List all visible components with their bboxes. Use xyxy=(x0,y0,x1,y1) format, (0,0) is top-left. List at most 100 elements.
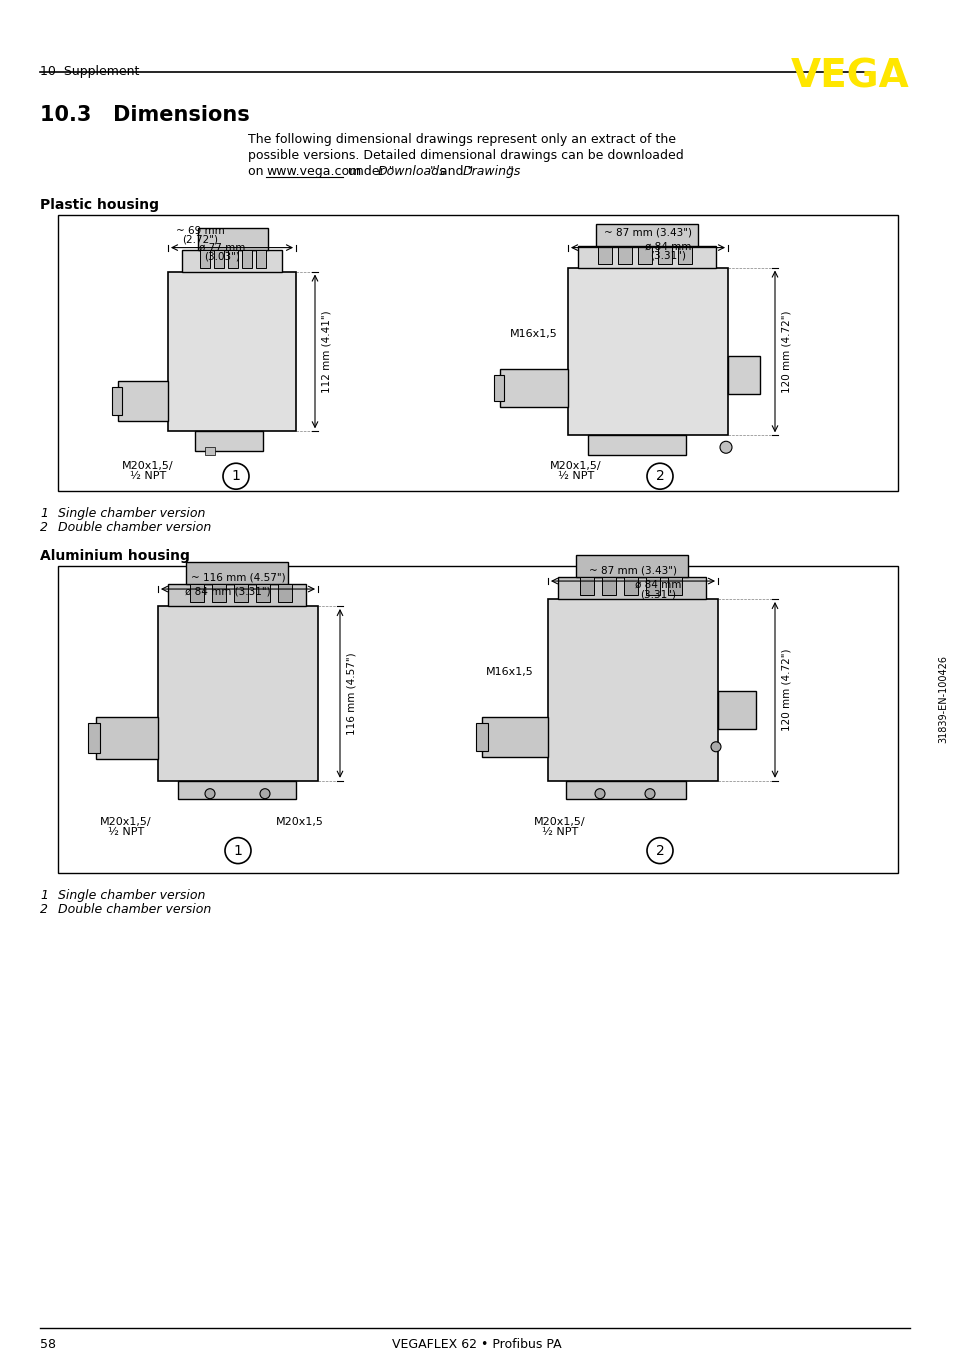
Bar xyxy=(213,249,224,268)
Bar xyxy=(567,268,727,435)
Text: ½ NPT: ½ NPT xyxy=(541,827,578,837)
Bar xyxy=(658,245,671,264)
Bar xyxy=(194,432,263,451)
Circle shape xyxy=(225,838,251,864)
Text: ø 84 mm: ø 84 mm xyxy=(644,241,691,252)
Text: M16x1,5: M16x1,5 xyxy=(510,329,558,340)
Text: ~ 87 mm (3.43"): ~ 87 mm (3.43") xyxy=(588,565,677,575)
Bar xyxy=(667,577,681,594)
Bar xyxy=(718,691,755,728)
Text: 2: 2 xyxy=(655,470,663,483)
Text: Plastic housing: Plastic housing xyxy=(40,198,159,211)
Bar xyxy=(242,249,252,268)
Bar xyxy=(598,245,612,264)
Bar xyxy=(587,435,685,455)
Text: Single chamber version: Single chamber version xyxy=(58,508,205,520)
Bar xyxy=(58,215,897,492)
Bar xyxy=(88,723,100,753)
Bar xyxy=(596,223,698,245)
Text: Aluminium housing: Aluminium housing xyxy=(40,550,190,563)
Text: Double chamber version: Double chamber version xyxy=(58,521,211,533)
Text: 58: 58 xyxy=(40,1338,56,1351)
Bar xyxy=(228,249,237,268)
Text: (3.31"): (3.31") xyxy=(639,589,676,598)
Text: ø 84 mm: ø 84 mm xyxy=(634,580,680,590)
Text: M16x1,5: M16x1,5 xyxy=(486,668,534,677)
Text: possible versions. Detailed dimensional drawings can be downloaded: possible versions. Detailed dimensional … xyxy=(248,149,683,161)
Text: ø 84 mm (3.31"): ø 84 mm (3.31") xyxy=(185,586,271,596)
Bar xyxy=(623,577,638,594)
Text: 1: 1 xyxy=(233,844,242,857)
Bar xyxy=(476,723,488,750)
Bar xyxy=(168,272,295,432)
Bar xyxy=(499,370,567,408)
Bar xyxy=(112,387,122,416)
Text: (3.31"): (3.31") xyxy=(649,250,685,260)
Bar xyxy=(576,555,687,577)
Text: 1: 1 xyxy=(40,508,48,520)
Circle shape xyxy=(710,742,720,751)
Text: ½ NPT: ½ NPT xyxy=(130,471,166,481)
Bar xyxy=(96,716,158,758)
Text: 120 mm (4.72"): 120 mm (4.72") xyxy=(781,310,791,393)
Text: The following dimensional drawings represent only an extract of the: The following dimensional drawings repre… xyxy=(248,133,676,146)
Text: (3.03"): (3.03") xyxy=(204,252,240,261)
Bar xyxy=(212,584,226,603)
Text: 116 mm (4.57"): 116 mm (4.57") xyxy=(347,653,356,735)
Bar xyxy=(182,249,282,272)
Bar xyxy=(205,447,214,455)
Circle shape xyxy=(720,441,731,454)
Text: M20x1,5/: M20x1,5/ xyxy=(534,816,585,827)
Bar xyxy=(727,356,760,394)
Text: ½ NPT: ½ NPT xyxy=(108,827,144,837)
Bar xyxy=(618,245,631,264)
Bar xyxy=(579,577,594,594)
Text: M20x1,5/: M20x1,5/ xyxy=(122,462,173,471)
Text: VEGAFLEX 62 • Profibus PA: VEGAFLEX 62 • Profibus PA xyxy=(392,1338,561,1351)
Text: 112 mm (4.41"): 112 mm (4.41") xyxy=(322,310,332,393)
Bar xyxy=(255,249,266,268)
Text: ~ 69 mm: ~ 69 mm xyxy=(175,226,224,236)
Bar xyxy=(481,716,547,757)
Circle shape xyxy=(644,788,655,799)
Circle shape xyxy=(646,838,672,864)
Circle shape xyxy=(595,788,604,799)
Bar xyxy=(565,781,685,799)
Bar xyxy=(158,607,317,781)
Bar xyxy=(494,375,503,401)
Bar xyxy=(578,245,716,268)
Circle shape xyxy=(205,788,214,799)
Bar xyxy=(277,584,292,603)
Text: (2.72"): (2.72") xyxy=(182,234,218,245)
Bar xyxy=(178,781,295,799)
Text: 1: 1 xyxy=(40,888,48,902)
Circle shape xyxy=(260,788,270,799)
Text: www.vega.com: www.vega.com xyxy=(266,165,361,177)
Text: 2: 2 xyxy=(40,521,48,533)
Bar xyxy=(678,245,691,264)
Text: 1: 1 xyxy=(232,470,240,483)
Bar xyxy=(601,577,616,594)
Text: 2: 2 xyxy=(655,844,663,857)
Bar xyxy=(118,382,168,421)
Text: Downloads: Downloads xyxy=(377,165,446,177)
Bar xyxy=(168,584,306,607)
Text: 120 mm (4.72"): 120 mm (4.72") xyxy=(781,649,791,731)
Text: M20x1,5/: M20x1,5/ xyxy=(100,816,152,827)
Text: ~ 116 mm (4.57"): ~ 116 mm (4.57") xyxy=(191,571,285,582)
Bar xyxy=(645,577,659,594)
Text: VEGA: VEGA xyxy=(790,58,909,96)
Text: on: on xyxy=(248,165,267,177)
Text: ø 77 mm: ø 77 mm xyxy=(198,242,245,253)
Circle shape xyxy=(646,463,672,489)
Bar xyxy=(255,584,270,603)
Text: ".: ". xyxy=(507,165,517,177)
Bar xyxy=(233,584,248,603)
Text: Drawings: Drawings xyxy=(462,165,521,177)
Text: ~ 87 mm (3.43"): ~ 87 mm (3.43") xyxy=(603,227,691,237)
Bar xyxy=(190,584,204,603)
Text: 10.3   Dimensions: 10.3 Dimensions xyxy=(40,104,250,125)
Text: Single chamber version: Single chamber version xyxy=(58,888,205,902)
Bar xyxy=(547,598,718,781)
Text: ½ NPT: ½ NPT xyxy=(558,471,594,481)
